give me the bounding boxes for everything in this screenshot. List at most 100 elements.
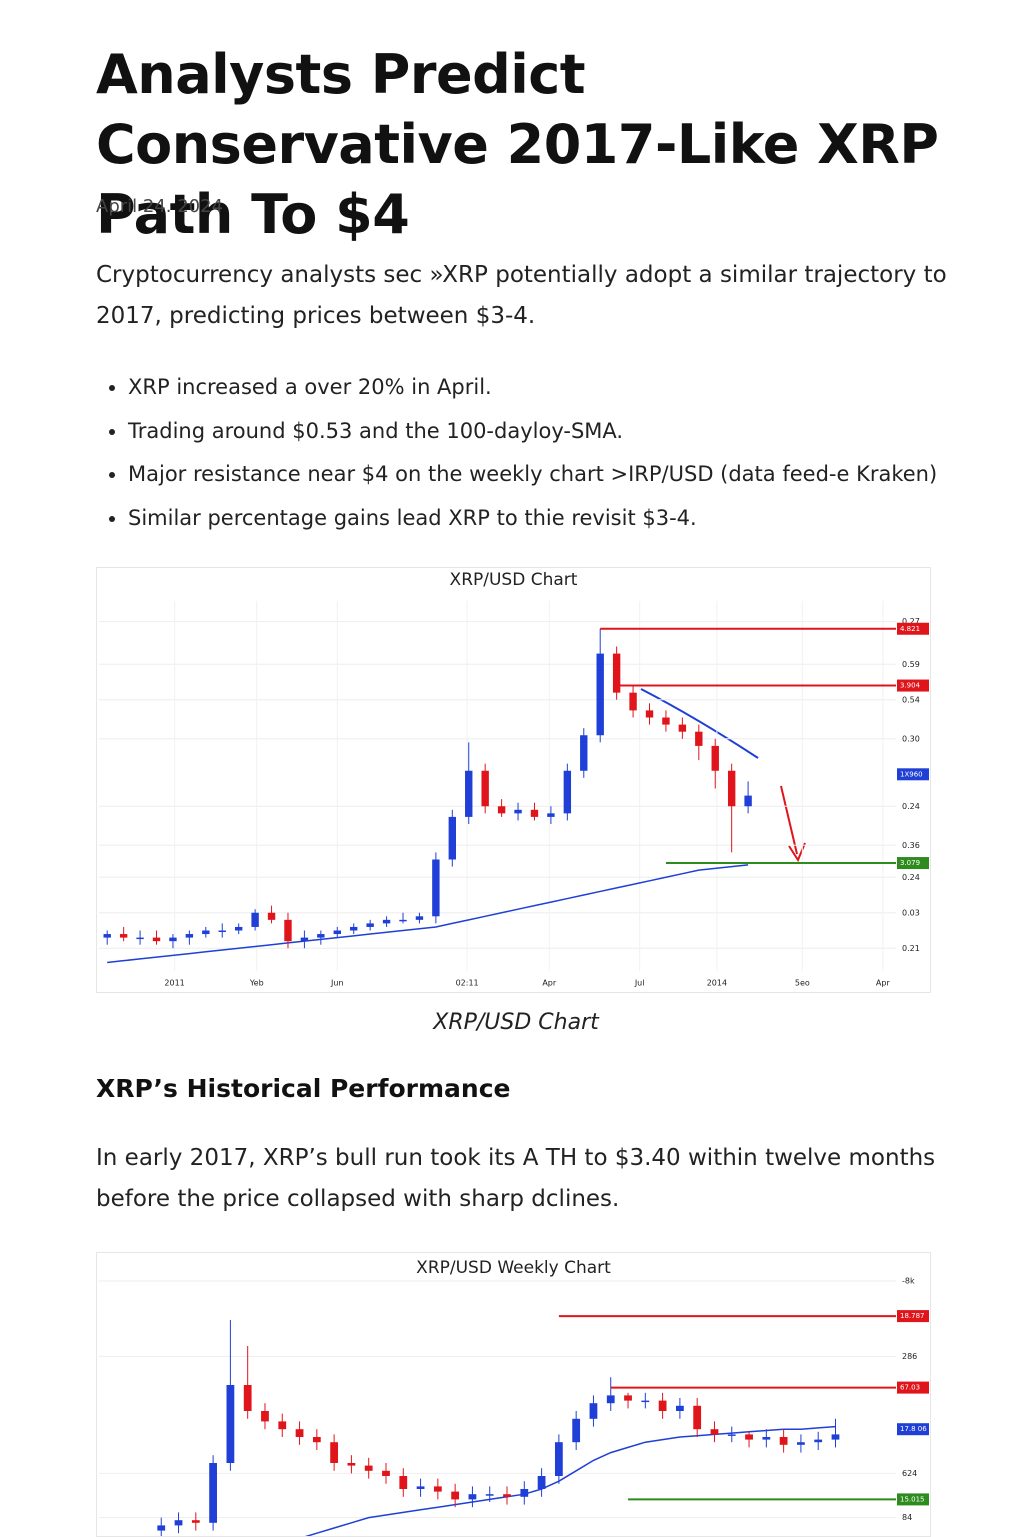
- price-chart: XRP/USD Chart 0.27 0.59 0.54 0.30 0.24 0.36 0.2…: [96, 567, 931, 993]
- bullet-list: XRP increased a over 20% in April. Tradi…: [96, 366, 937, 540]
- level-tag: [897, 1310, 929, 1323]
- candle-body: [399, 1476, 408, 1489]
- candle-body: [284, 919, 292, 942]
- candle-body: [382, 1470, 390, 1476]
- candle-body: [676, 1405, 684, 1411]
- y-tick-label: 0.21: [902, 944, 920, 953]
- candle-body: [629, 692, 637, 711]
- candle-body: [497, 806, 506, 814]
- y-tick-label: 0.59: [902, 660, 920, 669]
- x-tick-label: Jun: [330, 979, 344, 988]
- candle-body: [152, 937, 161, 942]
- sma-line: [107, 864, 749, 964]
- candle-body: [261, 1411, 269, 1422]
- candle-body: [485, 1494, 494, 1496]
- candle-body: [399, 919, 407, 922]
- candle-body: [295, 1429, 304, 1437]
- candle-body: [451, 1491, 460, 1500]
- level-label: 4.821: [900, 625, 920, 633]
- y-tick-label: 0.24: [902, 873, 920, 882]
- y-tick-label: 84: [902, 1513, 912, 1522]
- y-tick-label: 0.36: [902, 841, 920, 850]
- x-tick-label: 5eo: [795, 979, 810, 988]
- candle-body: [415, 916, 424, 920]
- x-tick-label: Apr: [542, 979, 557, 988]
- y-tick-label: 0.24: [902, 802, 920, 811]
- candle-body: [191, 1520, 200, 1523]
- candle-body: [300, 937, 309, 942]
- candle-body: [103, 934, 111, 938]
- candle-body: [641, 1400, 650, 1403]
- level-tag: [897, 622, 929, 635]
- candle-body: [554, 1442, 563, 1476]
- candle-body: [678, 724, 687, 732]
- bullet: XRP increased a over 20% in April.: [128, 366, 937, 410]
- bullet: Major resistance near $4 on the weekly c…: [128, 453, 937, 497]
- candle-body: [267, 912, 276, 920]
- trend-line: [640, 688, 759, 759]
- y-tick-label: 624: [902, 1469, 917, 1478]
- candle-body: [606, 1395, 615, 1404]
- article-title: Analysts Predict Conservative 2017-Like …: [96, 43, 939, 246]
- x-tick-label: 2014: [707, 979, 727, 988]
- y-tick-label: 0.30: [902, 734, 920, 743]
- candle-body: [727, 1434, 736, 1436]
- chart-title: XRP/USD Chart: [450, 570, 578, 590]
- candle-body: [503, 1494, 511, 1497]
- level-tag: [897, 857, 929, 870]
- candle-body: [202, 930, 210, 935]
- candle-body: [537, 1476, 546, 1489]
- candle-body: [547, 813, 555, 817]
- candle-body: [589, 1403, 598, 1419]
- level-tag: [897, 768, 929, 781]
- candle-body: [514, 809, 522, 814]
- candle-body: [695, 731, 703, 746]
- candle-body: [174, 1520, 183, 1526]
- candle-body: [350, 926, 358, 931]
- candle-body: [727, 770, 736, 807]
- candle-body: [366, 923, 374, 927]
- section-heading: XRP’s Historical Performance: [96, 1074, 511, 1103]
- candle-body: [481, 770, 489, 807]
- level-tag: [897, 1381, 929, 1394]
- level-label: 1X960: [900, 770, 923, 778]
- candle-body: [624, 1395, 632, 1401]
- candle-body: [711, 745, 719, 771]
- level-label: 67.03: [900, 1384, 920, 1392]
- candle-body: [745, 1434, 753, 1440]
- arrow: [780, 785, 798, 855]
- candle-body: [119, 934, 128, 938]
- candle-body: [710, 1429, 719, 1435]
- candle-body: [814, 1439, 823, 1443]
- chart-caption: XRP/USD Chart: [433, 1010, 599, 1035]
- candle-body: [234, 926, 243, 931]
- y-tick-label: -8k: [902, 1277, 915, 1286]
- candle-body: [612, 653, 621, 693]
- candle-body: [744, 795, 752, 807]
- candle-body: [797, 1442, 805, 1445]
- level-tag: [897, 1493, 929, 1506]
- level-tag: [897, 679, 929, 692]
- level-tag: [897, 1423, 929, 1436]
- candle-body: [580, 735, 588, 771]
- candle-body: [563, 770, 572, 814]
- bullet: Similar percentage gains lead XRP to thi…: [128, 497, 937, 541]
- candle-body: [243, 1385, 252, 1411]
- candle-body: [347, 1463, 356, 1466]
- section-paragraph: In early 2017, XRP’s bull run took its A…: [96, 1145, 936, 1212]
- candle-body: [364, 1465, 373, 1471]
- candle-body: [693, 1405, 702, 1430]
- y-tick-label: 0.03: [902, 908, 920, 917]
- intro-paragraph: Cryptocurrency analysts sec »XRP potenti…: [96, 262, 947, 329]
- candle-body: [278, 1421, 287, 1430]
- candle-body: [432, 859, 440, 917]
- candle-body: [572, 1418, 581, 1443]
- candle-body: [433, 1486, 442, 1492]
- article-date: April 24. 2024: [96, 196, 224, 217]
- sma-line: [304, 1425, 836, 1536]
- candle-body: [157, 1525, 166, 1531]
- candle-body: [468, 1494, 477, 1500]
- candle-body: [209, 1463, 217, 1523]
- candle-body: [662, 717, 670, 725]
- x-tick-label: 2011: [164, 979, 184, 988]
